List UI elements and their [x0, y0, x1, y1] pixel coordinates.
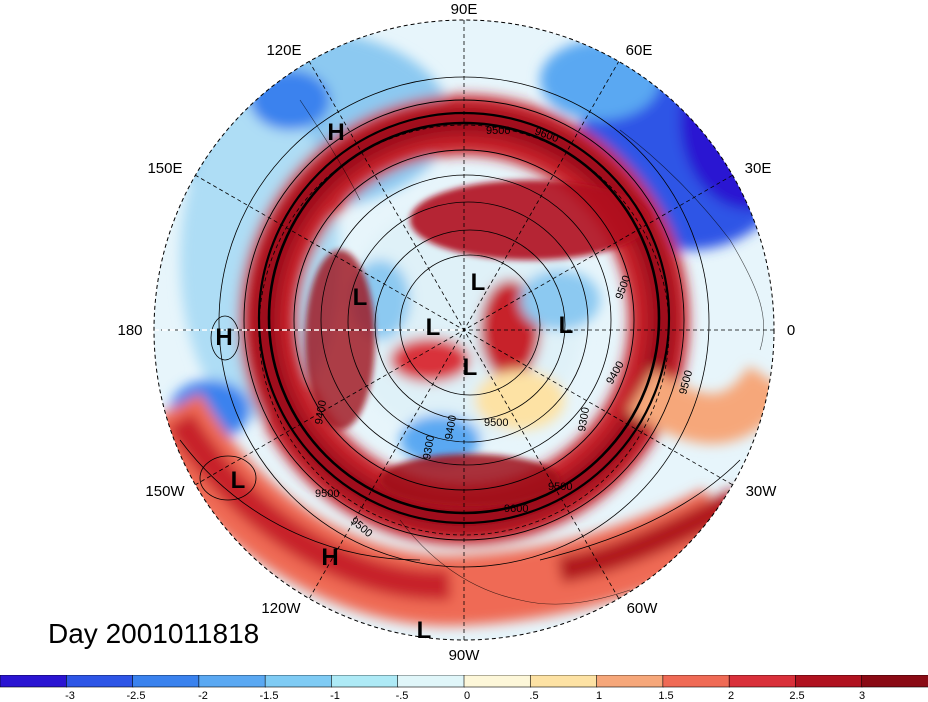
high-marker: H [215, 324, 232, 351]
lon-label-90e: 90E [451, 1, 478, 18]
lon-label-150w: 150W [145, 483, 185, 500]
contour-label: 9500 [486, 125, 510, 137]
colorbar-tick: -2 [198, 690, 208, 702]
colorbar-box [861, 675, 928, 688]
colorbar-tick: -2.5 [127, 690, 146, 702]
colorbar-box [65, 675, 134, 688]
lon-label-60w: 60W [627, 600, 659, 617]
pressure-systems: H H L H L L L L L L [215, 119, 573, 644]
contour-label: 9500 [484, 417, 508, 429]
colorbar-tick: .5 [529, 690, 538, 702]
colorbar-box [463, 675, 532, 688]
lon-label-120e: 120E [266, 42, 301, 59]
low-marker: L [426, 314, 441, 341]
contour-label: 9400 [313, 399, 329, 425]
map-boundary [153, 19, 775, 641]
contour-label: 9500 [548, 481, 572, 493]
colorbar-tick: -1 [330, 690, 340, 702]
high-marker: H [327, 119, 344, 146]
colorbar-box [397, 675, 465, 688]
low-marker: L [231, 467, 246, 494]
colorbar-ticks: -3 -2.5 -2 -1.5 -1 -.5 0 .5 1 1.5 2 2.5 … [65, 690, 865, 702]
lon-label-180: 180 [117, 322, 142, 339]
lon-label-60e: 60E [626, 42, 653, 59]
colorbar-tick: 1.5 [658, 690, 673, 702]
contour-label: 9300 [421, 434, 437, 460]
colorbar-box [264, 675, 333, 688]
colorbar-box [529, 675, 598, 688]
colorbar-tick: 3 [859, 690, 865, 702]
low-marker: L [463, 354, 478, 381]
colorbar-tick: 1 [596, 690, 602, 702]
colorbar-box [132, 675, 200, 688]
colorbar-tick: -1.5 [260, 690, 279, 702]
lon-label-0: 0 [787, 322, 795, 339]
colorbar-box [662, 675, 730, 688]
colorbar-box [0, 675, 68, 688]
colorbar-tick: -.5 [396, 690, 409, 702]
colorbar-tick: -3 [65, 690, 75, 702]
colorbar-box [596, 675, 664, 688]
graticule [154, 20, 774, 640]
polar-map: 90E 60E 120E 150E 30E 180 0 150W 30W 120… [117, 1, 795, 664]
contour-label: 9500 [315, 488, 339, 500]
lon-label-30w: 30W [746, 483, 778, 500]
lon-label-30e: 30E [745, 160, 772, 177]
colorbar-boxes [0, 675, 928, 688]
colorbar-box [795, 675, 863, 688]
lon-label-150e: 150E [147, 160, 182, 177]
colorbar-tick: 0 [464, 690, 470, 702]
low-marker: L [353, 284, 368, 311]
colorbar-tick: 2 [728, 690, 734, 702]
colorbar-tick: 2.5 [789, 690, 804, 702]
longitude-labels: 90E 60E 120E 150E 30E 180 0 150W 30W 120… [117, 1, 795, 664]
contour-label: 9300 [576, 406, 592, 432]
coastlines [299, 99, 765, 605]
lon-label-120w: 120W [261, 600, 301, 617]
lon-label-90w: 90W [449, 647, 481, 664]
high-marker: H [321, 544, 338, 571]
contour-label: 9400 [443, 414, 459, 440]
low-marker: L [417, 617, 432, 644]
low-marker: L [471, 269, 486, 296]
low-marker: L [559, 312, 574, 339]
day-label: Day 2001011818 [48, 618, 260, 649]
colorbar-box [198, 675, 266, 688]
colorbar-box [331, 675, 399, 688]
colorbar: -3 -2.5 -2 -1.5 -1 -.5 0 .5 1 1.5 2 2.5 … [0, 675, 928, 702]
colorbar-box [728, 675, 797, 688]
contour-label: 9600 [504, 503, 528, 515]
